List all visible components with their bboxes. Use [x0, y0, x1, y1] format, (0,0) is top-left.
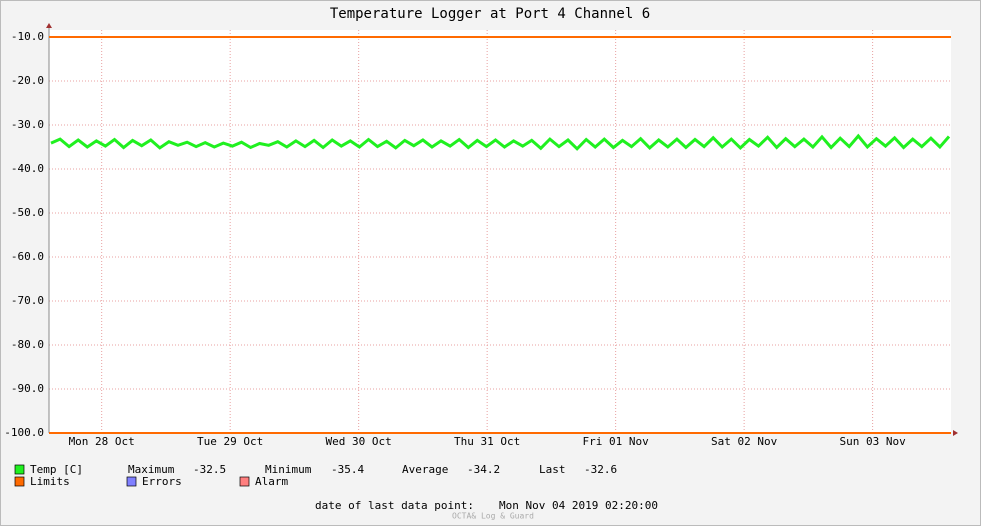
x-tick-label: Mon 28 Oct — [69, 435, 135, 448]
stat-value: -32.6 — [584, 463, 617, 476]
credit: OCTA& Log & Guard — [452, 512, 534, 521]
x-tick-label: Thu 31 Oct — [454, 435, 520, 448]
stat-label: Minimum — [265, 463, 312, 476]
y-tick-label: -50.0 — [11, 206, 44, 219]
data-line — [50, 133, 951, 151]
legend-swatch — [239, 476, 250, 487]
stat-value: -34.2 — [467, 463, 500, 476]
plot-area — [49, 30, 951, 433]
y-axis-arrow — [46, 23, 52, 28]
legend-swatch — [126, 476, 137, 487]
legend-label: Limits — [30, 475, 70, 488]
x-tick-label: Wed 30 Oct — [326, 435, 392, 448]
y-tick-label: -70.0 — [11, 294, 44, 307]
legend-swatch — [14, 476, 25, 487]
legend-label: Temp [C] — [30, 463, 83, 476]
y-tick-label: -90.0 — [11, 382, 44, 395]
x-tick-label: Sun 03 Nov — [840, 435, 907, 448]
x-axis-arrow — [953, 430, 958, 436]
y-tick-label: -30.0 — [11, 118, 44, 131]
stat-label: Average — [402, 463, 448, 476]
chart-title: Temperature Logger at Port 4 Channel 6 — [330, 6, 650, 22]
stat-value: -35.4 — [331, 463, 364, 476]
y-tick-label: -40.0 — [11, 162, 44, 175]
legend-label: Errors — [142, 475, 182, 488]
y-tick-label: -10.0 — [11, 30, 44, 43]
y-tick-label: -20.0 — [11, 74, 44, 87]
footer-label: date of last data point: — [315, 499, 474, 512]
x-tick-label: Sat 02 Nov — [711, 435, 778, 448]
y-tick-label: -60.0 — [11, 250, 44, 263]
stat-label: Maximum — [128, 463, 175, 476]
x-tick-label: Fri 01 Nov — [583, 435, 650, 448]
stat-value: -32.5 — [193, 463, 226, 476]
legend-label: Alarm — [255, 475, 288, 488]
y-tick-label: -80.0 — [11, 338, 44, 351]
legend-swatch — [14, 464, 25, 475]
stat-label: Last — [539, 463, 566, 476]
x-tick-label: Tue 29 Oct — [197, 435, 263, 448]
y-tick-label: -100.0 — [4, 426, 44, 439]
footer-value: Mon Nov 04 2019 02:20:00 — [499, 499, 658, 512]
